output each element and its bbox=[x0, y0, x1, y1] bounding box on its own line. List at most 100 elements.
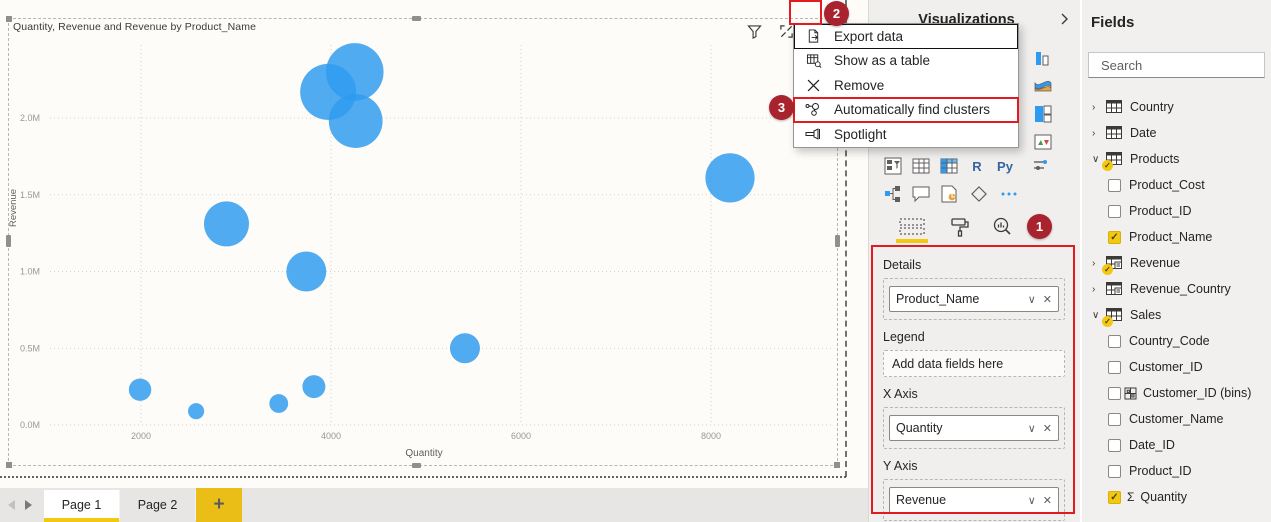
tree-row-revenue-country[interactable]: › Revenue_Country bbox=[1082, 276, 1271, 302]
page-tab-page-2[interactable]: Page 2 bbox=[120, 490, 196, 520]
tree-row-country[interactable]: › Country bbox=[1082, 94, 1271, 120]
resize-handle-left[interactable] bbox=[6, 235, 11, 247]
tree-row-product-name[interactable]: ✓ Product_Name bbox=[1082, 224, 1271, 250]
field-checkbox[interactable] bbox=[1108, 204, 1121, 218]
bubble-data-point[interactable] bbox=[449, 333, 480, 364]
tree-row-customer-id-bins-[interactable]: Customer_ID (bins) bbox=[1082, 380, 1271, 406]
add-page-button[interactable]: + bbox=[196, 488, 242, 522]
resize-handle-bottom-right[interactable] bbox=[834, 462, 840, 468]
pane-tab-fields[interactable] bbox=[895, 214, 929, 243]
well-field-product_name[interactable]: Product_Name ∨ ✕ bbox=[889, 286, 1059, 312]
tree-row-date-id[interactable]: Date_ID bbox=[1082, 432, 1271, 458]
r-script-icon[interactable]: R bbox=[972, 158, 982, 174]
bubble-data-point[interactable] bbox=[286, 251, 327, 292]
fields-parameter-icon[interactable] bbox=[1029, 154, 1053, 178]
bubble-data-point[interactable] bbox=[204, 201, 249, 247]
more-visuals-icon[interactable] bbox=[997, 182, 1021, 206]
chevron-right-icon[interactable]: › bbox=[1092, 283, 1096, 295]
resize-handle-right[interactable] bbox=[835, 235, 840, 247]
search-box[interactable] bbox=[1088, 52, 1271, 78]
well-field-revenue[interactable]: Revenue ∨ ✕ bbox=[889, 487, 1059, 513]
x-tick-label: 8000 bbox=[701, 431, 721, 441]
tree-row-product-id[interactable]: Product_ID bbox=[1082, 198, 1271, 224]
search-input[interactable] bbox=[1101, 57, 1271, 73]
field-checkbox[interactable] bbox=[1108, 386, 1121, 400]
chevron-down-icon[interactable]: ∨ bbox=[1027, 293, 1036, 306]
filter-icon[interactable] bbox=[743, 20, 765, 42]
prev-page-arrow-icon[interactable] bbox=[4, 490, 20, 520]
tree-row-product-cost[interactable]: Product_Cost bbox=[1082, 172, 1271, 198]
tree-row-product-id[interactable]: Product_ID bbox=[1082, 458, 1271, 484]
remove-field-icon[interactable]: ✕ bbox=[1042, 422, 1052, 435]
bubble-data-point[interactable] bbox=[188, 403, 205, 420]
field-checkbox[interactable]: ✓ bbox=[1108, 230, 1121, 244]
chevron-down-icon[interactable]: ∨ bbox=[1027, 494, 1036, 507]
report-canvas[interactable]: Quantity, Revenue and Revenue by Product… bbox=[0, 0, 868, 522]
bubble-chart[interactable]: 0.0M 0.5M 1.0M 1.5M 2.0M 2000 4000 6000 8000 Quan… bbox=[10, 33, 836, 465]
power-apps-icon[interactable] bbox=[967, 182, 991, 206]
field-checkbox[interactable] bbox=[1108, 412, 1121, 426]
tree-row-date[interactable]: › Date bbox=[1082, 120, 1271, 146]
field-checkbox[interactable] bbox=[1108, 360, 1121, 374]
pane-expand-chevron-icon[interactable] bbox=[1058, 12, 1072, 26]
field-checkbox[interactable] bbox=[1108, 438, 1121, 452]
resize-handle-bottom[interactable] bbox=[412, 463, 421, 468]
treemap-icon[interactable] bbox=[1031, 102, 1055, 126]
resize-handle-bottom-left[interactable] bbox=[6, 462, 12, 468]
page-tab-page-1[interactable]: Page 1 bbox=[44, 490, 120, 522]
tree-row-products[interactable]: ∨ ✓ Products bbox=[1082, 146, 1271, 172]
bubble-data-point[interactable] bbox=[328, 94, 383, 148]
page-tabs: Page 1 Page 2 bbox=[44, 488, 196, 522]
tree-row-sales[interactable]: ∨ ✓ Sales bbox=[1082, 302, 1271, 328]
bubble-data-point[interactable] bbox=[302, 375, 326, 399]
python-icon[interactable]: Py bbox=[997, 158, 1013, 174]
fields-pane-title: Fields bbox=[1091, 14, 1135, 31]
tree-row-quantity[interactable]: ✓ Σ Quantity bbox=[1082, 484, 1271, 510]
matrix-icon[interactable] bbox=[937, 154, 961, 178]
field-checkbox[interactable] bbox=[1108, 178, 1121, 192]
bubble-data-point[interactable] bbox=[269, 394, 289, 413]
field-name: Date_ID bbox=[1129, 438, 1175, 452]
chevron-down-icon[interactable]: ∨ bbox=[1092, 309, 1100, 321]
y-axis-title: Revenue bbox=[8, 188, 19, 227]
chevron-down-icon[interactable]: ∨ bbox=[1092, 153, 1100, 165]
chevron-right-icon[interactable]: › bbox=[1092, 101, 1096, 113]
menu-item-show-as-a-table[interactable]: Show as a table bbox=[794, 49, 1018, 74]
menu-item-export-data[interactable]: Export data bbox=[794, 24, 1018, 49]
pane-tab-format[interactable] bbox=[943, 214, 977, 240]
chevron-right-icon[interactable]: › bbox=[1092, 257, 1096, 269]
bubble-data-point[interactable] bbox=[128, 378, 152, 401]
kpi-icon[interactable] bbox=[1031, 130, 1055, 154]
field-checkbox[interactable] bbox=[1108, 334, 1121, 348]
field-checkbox[interactable] bbox=[1108, 464, 1121, 478]
ribbon-chart-icon[interactable] bbox=[1031, 74, 1055, 98]
next-page-arrow-icon[interactable] bbox=[20, 490, 36, 520]
paginated-report-icon[interactable] bbox=[937, 182, 961, 206]
focus-mode-icon[interactable] bbox=[775, 20, 797, 42]
menu-item-automatically-find-clusters[interactable]: Automatically find clusters bbox=[793, 96, 1019, 123]
menu-item-spotlight[interactable]: Spotlight bbox=[794, 122, 1018, 147]
field-checkbox[interactable]: ✓ bbox=[1108, 490, 1121, 504]
pane-tab-analytics[interactable] bbox=[985, 214, 1019, 240]
resize-handle-top-left[interactable] bbox=[6, 16, 12, 22]
bubble-data-point[interactable] bbox=[705, 153, 755, 203]
decomposition-tree-icon[interactable] bbox=[881, 182, 905, 206]
well-field-quantity[interactable]: Quantity ∨ ✕ bbox=[889, 415, 1059, 441]
remove-field-icon[interactable]: ✕ bbox=[1042, 293, 1052, 306]
tree-row-customer-name[interactable]: Customer_Name bbox=[1082, 406, 1271, 432]
scatter-chart-visual[interactable]: Quantity, Revenue and Revenue by Product… bbox=[6, 16, 840, 468]
slicer-icon[interactable] bbox=[881, 154, 905, 178]
chevron-down-icon[interactable]: ∨ bbox=[1027, 422, 1036, 435]
table-icon[interactable] bbox=[909, 154, 933, 178]
well-container: Quantity ∨ ✕ bbox=[883, 407, 1065, 449]
menu-item-remove[interactable]: Remove bbox=[794, 73, 1018, 98]
tree-row-revenue[interactable]: › ✓ Revenue bbox=[1082, 250, 1271, 276]
resize-handle-top[interactable] bbox=[412, 16, 421, 21]
remove-field-icon[interactable]: ✕ bbox=[1042, 494, 1052, 507]
chevron-right-icon[interactable]: › bbox=[1092, 127, 1096, 139]
tree-row-country-code[interactable]: Country_Code bbox=[1082, 328, 1271, 354]
qa-icon[interactable] bbox=[909, 182, 933, 206]
funnel-chart-icon[interactable] bbox=[1031, 46, 1055, 70]
well-empty-dropzone[interactable]: Add data fields here bbox=[883, 350, 1065, 377]
tree-row-customer-id[interactable]: Customer_ID bbox=[1082, 354, 1271, 380]
